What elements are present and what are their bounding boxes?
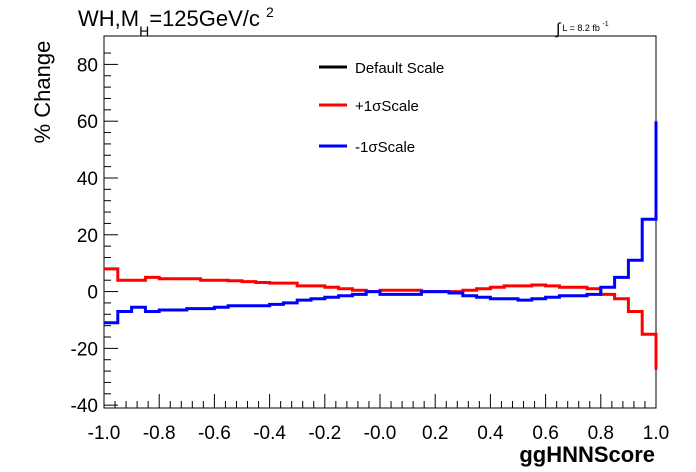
x-tick-label: -0.8 — [143, 423, 176, 444]
luminosity-superscript: -1 — [602, 21, 609, 28]
integral-symbol: ∫ — [556, 21, 561, 38]
y-axis-label: % Change — [30, 41, 55, 144]
y-tick-label: -40 — [71, 396, 98, 417]
x-axis-label: ggHNNScore — [519, 442, 655, 467]
y-tick-label: 60 — [77, 112, 98, 133]
y-axis: -40 -20 0 20 40 60 80 — [71, 52, 118, 417]
y-tick-label: 0 — [87, 283, 98, 304]
x-tick-label: 0.4 — [477, 423, 504, 444]
legend: Default Scale +1σScale -1σScale — [319, 60, 444, 156]
frame — [103, 35, 657, 409]
title-subscript: H — [139, 23, 150, 39]
series-line — [104, 267, 658, 370]
title-rest-text: =125GeV/c — [149, 6, 260, 31]
luminosity-text: L = 8.2 fb — [562, 23, 600, 33]
series-line — [104, 121, 658, 325]
x-tick-label: -1.0 — [88, 423, 121, 444]
luminosity-annotation: ∫ L = 8.2 fb -1 — [556, 18, 609, 38]
y-tick-label: -20 — [71, 339, 98, 360]
x-tick-label: 1.0 — [643, 423, 669, 444]
x-tick-label: 0.2 — [422, 423, 448, 444]
x-tick-label: -0.0 — [364, 423, 397, 444]
legend-label: Default Scale — [355, 60, 444, 77]
y-tick-label: 80 — [77, 55, 98, 76]
x-tick-label: -0.6 — [198, 423, 231, 444]
x-axis: -1.0 -0.8 -0.6 -0.4 -0.2 -0.0 0.2 0.4 0.6 0.8 1.0 — [88, 394, 669, 444]
legend-label: +1σScale — [355, 98, 419, 115]
y-tick-label: 40 — [77, 169, 98, 190]
x-tick-label: -0.4 — [253, 423, 286, 444]
legend-label: -1σScale — [355, 139, 415, 156]
x-tick-label: 0.8 — [588, 423, 614, 444]
title-main-text: WH,M — [78, 6, 140, 31]
x-tick-label: 0.6 — [532, 423, 558, 444]
title-superscript: 2 — [266, 4, 274, 20]
x-tick-label: -0.2 — [308, 423, 341, 444]
chart-title: WH,MH=125GeV/c 2 — [78, 4, 274, 39]
y-tick-label: 20 — [77, 226, 98, 247]
series-layer — [104, 121, 658, 370]
